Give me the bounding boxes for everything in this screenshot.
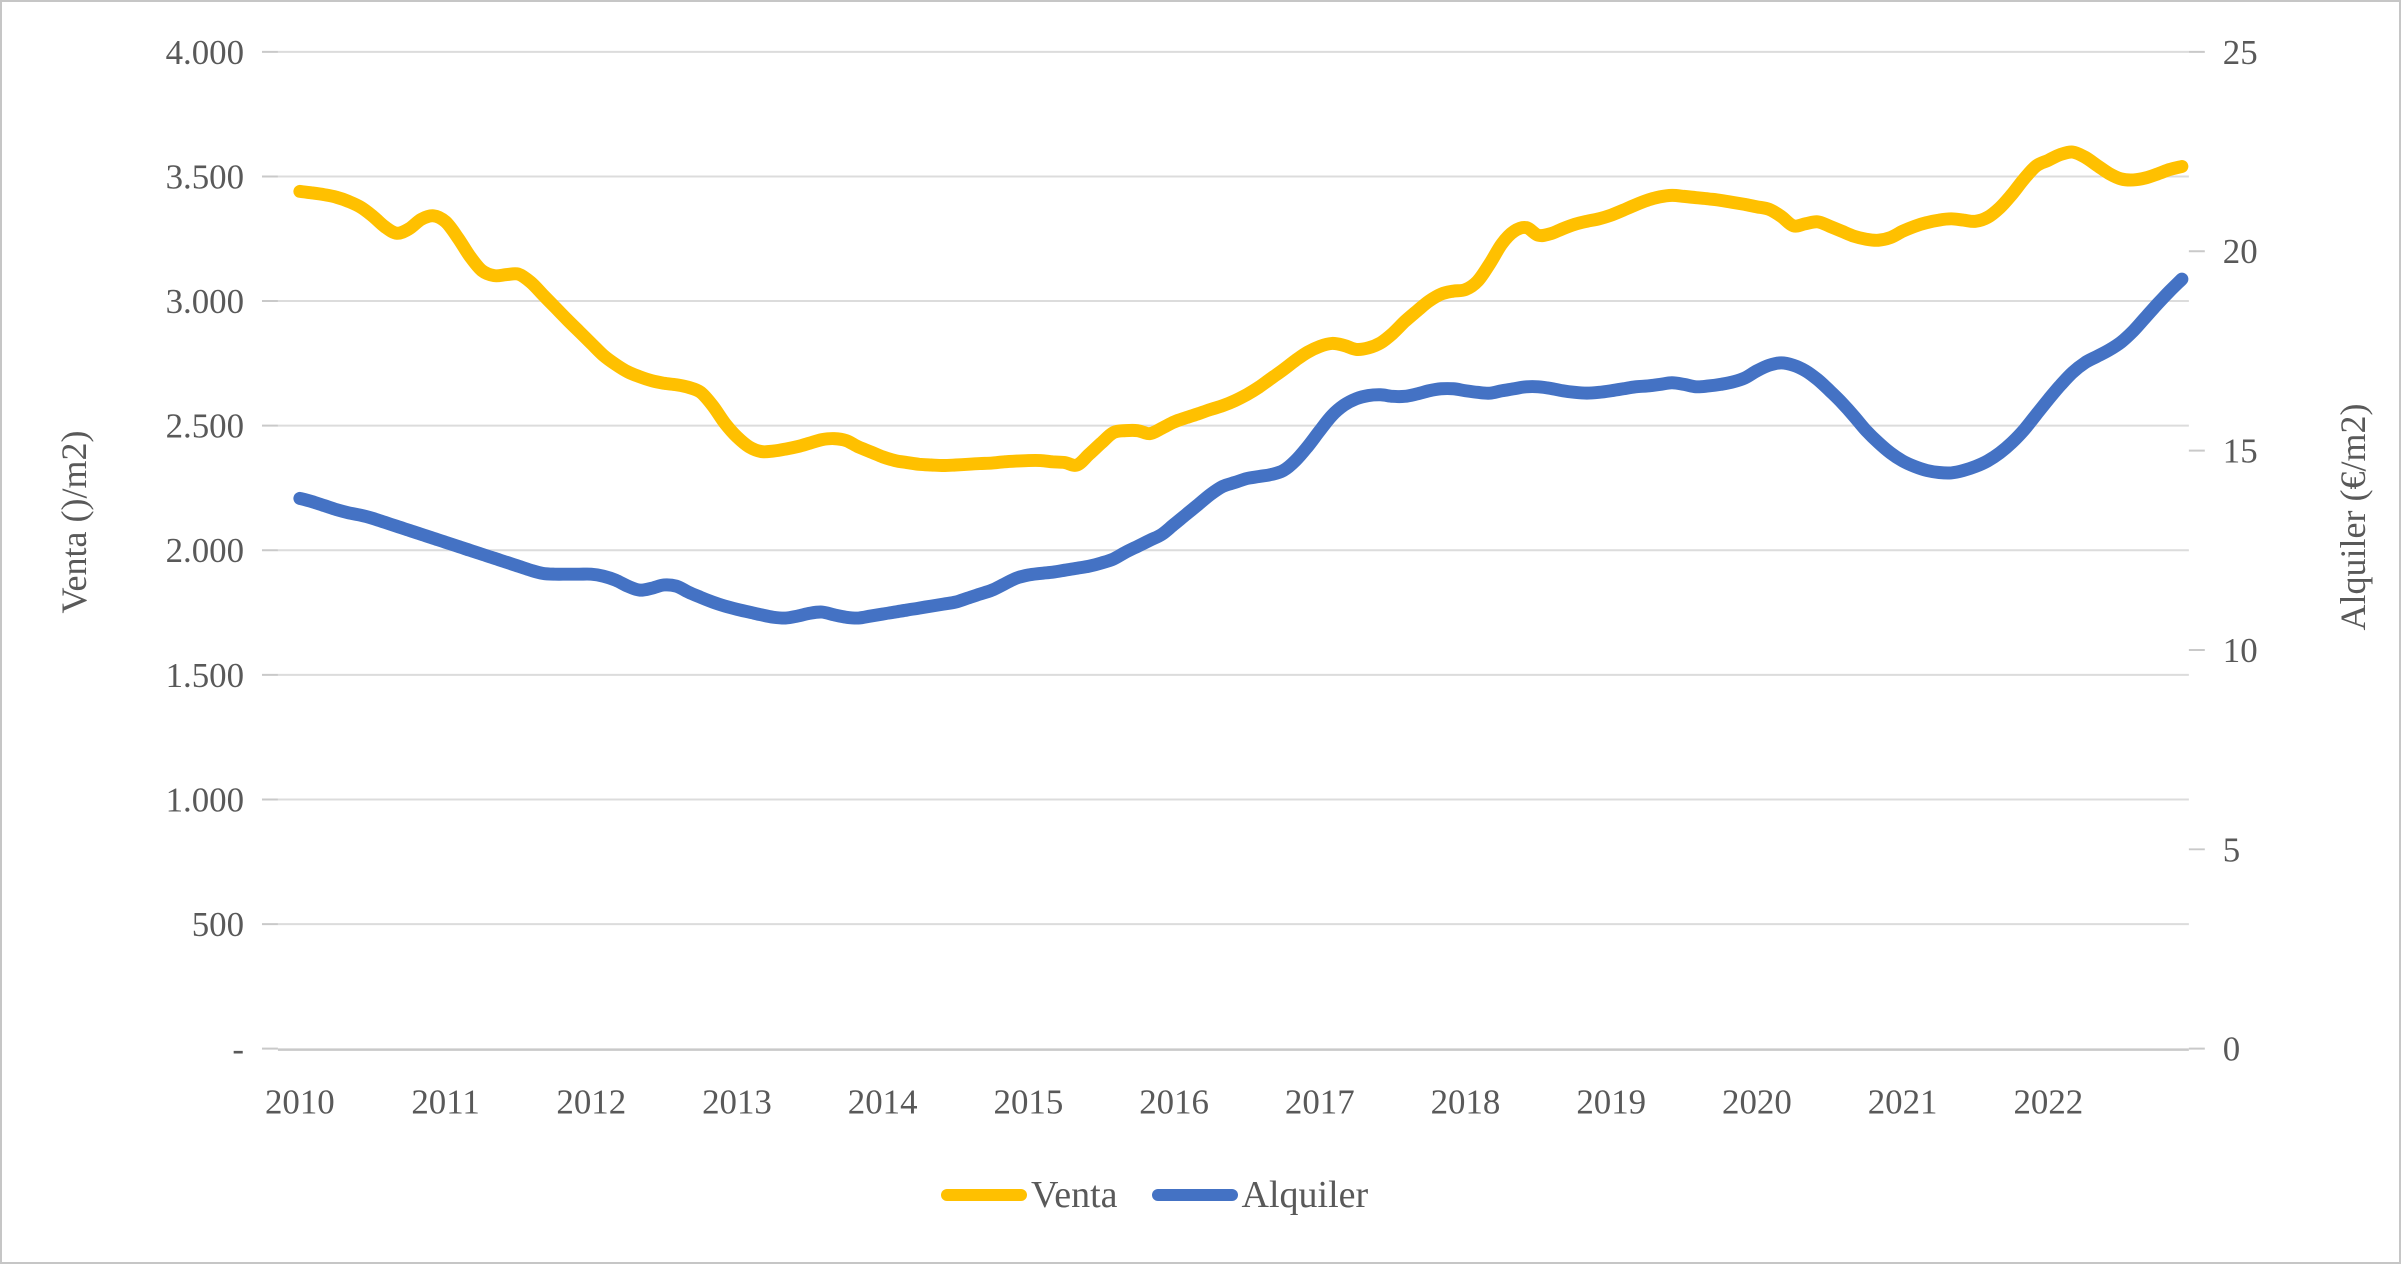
venta-line (293, 145, 2189, 473)
left-axis-tick-label: 1.000 (166, 780, 244, 819)
right-axis-tick-labels: 0 5 10 15 20 25 (2223, 33, 2258, 1069)
right-axis-tick-label: 20 (2223, 232, 2258, 271)
x-axis-tick-label: 2017 (1285, 1082, 1355, 1121)
x-axis-tick-label: 2013 (702, 1082, 772, 1121)
right-axis-tick-label: 25 (2223, 33, 2258, 72)
left-axis-tick-label: - (232, 1030, 244, 1069)
x-axis-tick-label: 2016 (1139, 1082, 1209, 1121)
x-axis-tick-label: 2014 (848, 1082, 918, 1121)
right-axis-tick-label: 10 (2223, 631, 2258, 670)
legend-item-venta: Venta (941, 1176, 1118, 1214)
x-axis-tick-label: 2019 (1576, 1082, 1646, 1121)
right-axis-tick-label: 5 (2223, 830, 2240, 869)
axis-ticks (261, 50, 2205, 1050)
left-axis-tick-label: 4.000 (166, 33, 244, 72)
left-axis-tick-labels: - 500 1.000 1.500 2.000 2.500 3.000 3.500 4.000 (166, 33, 244, 1069)
left-axis-tick-label: 500 (192, 905, 244, 944)
legend-swatch-alquiler (1151, 1189, 1238, 1201)
gridlines (277, 50, 2189, 1051)
x-axis-tick-label: 2011 (411, 1082, 479, 1121)
x-axis-tick-label: 2010 (265, 1082, 335, 1121)
left-axis-tick-label: 2.000 (166, 531, 244, 570)
left-axis-tick-label: 2.500 (166, 407, 244, 446)
x-axis-tick-label: 2022 (2013, 1082, 2083, 1121)
series-lines (293, 145, 2189, 625)
left-axis-tick-label: 1.500 (166, 656, 244, 695)
x-axis-tick-labels: 2010 2011 2012 2013 2014 2015 2016 2017 2018 2019… (265, 1082, 2083, 1121)
legend-swatch-venta (941, 1189, 1027, 1201)
x-axis-tick-label: 2012 (556, 1082, 626, 1121)
x-axis-tick-label: 2020 (1722, 1082, 1792, 1121)
legend-label-venta: Venta (1031, 1174, 1118, 1216)
legend-item-alquiler: Alquiler (1151, 1174, 1369, 1216)
left-axis-tick-label: 3.500 (166, 157, 244, 196)
right-axis-tick-label: 15 (2223, 432, 2258, 471)
legend: Venta Alquiler (941, 1176, 1402, 1214)
legend-label-alquiler: Alquiler (1241, 1174, 1369, 1216)
x-axis-tick-label: 2015 (994, 1082, 1064, 1121)
right-axis-title: Alquiler (€/m2) (2333, 403, 2373, 631)
left-axis-tick-label: 3.000 (166, 282, 244, 321)
x-axis-tick-label: 2021 (1868, 1082, 1938, 1121)
x-axis-tick-label: 2018 (1431, 1082, 1501, 1121)
left-axis-title: Venta ()/m2) (54, 430, 94, 614)
right-axis-tick-label: 0 (2223, 1030, 2240, 1069)
alquiler-line (293, 272, 2189, 625)
